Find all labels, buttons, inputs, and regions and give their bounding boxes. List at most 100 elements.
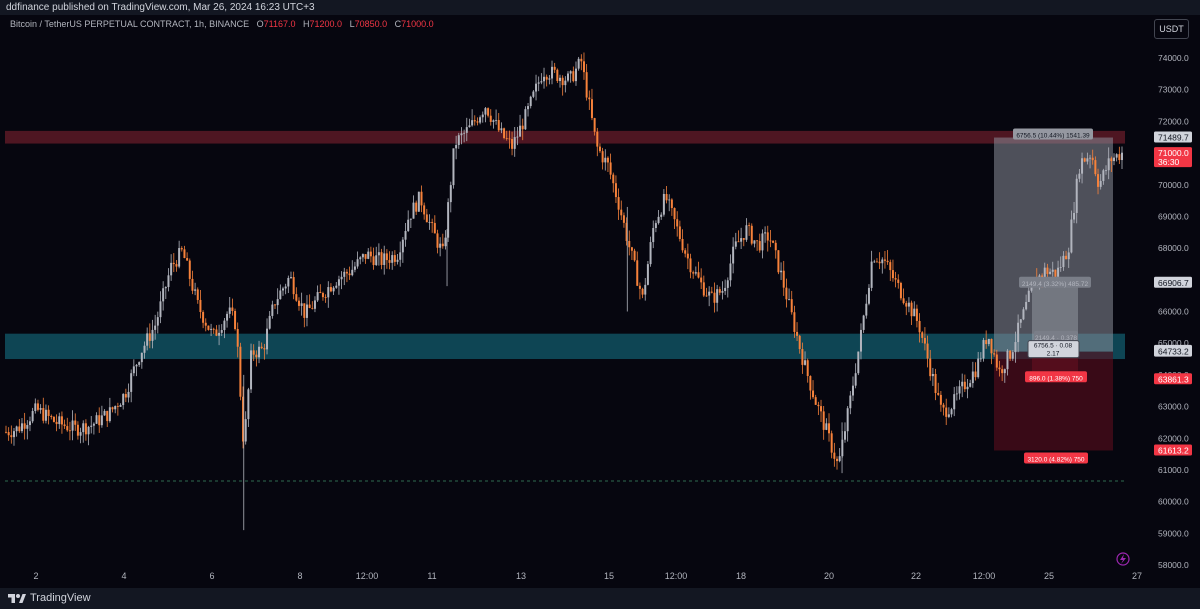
- candle-body: [492, 120, 495, 122]
- candle-body: [42, 408, 45, 421]
- candle-body: [292, 277, 295, 295]
- candle-body: [772, 240, 775, 243]
- candle-body: [1014, 342, 1017, 353]
- candle-body: [465, 127, 468, 133]
- candle-body: [974, 371, 977, 378]
- candle-body: [604, 157, 607, 163]
- candle-body: [601, 151, 604, 163]
- x-tick-label: 12:00: [973, 571, 996, 581]
- candle-body: [218, 332, 221, 336]
- y-tick-label: 58000.0: [1158, 560, 1189, 570]
- candle-body: [870, 261, 873, 288]
- candle-body: [111, 407, 114, 410]
- lightning-icon[interactable]: [1116, 552, 1130, 566]
- candle-body: [167, 275, 170, 288]
- candle-body: [135, 364, 138, 367]
- candle-body: [348, 273, 351, 276]
- candle-body: [1003, 369, 1006, 374]
- candle-body: [828, 423, 831, 434]
- candle-body: [63, 424, 66, 427]
- candle-body: [444, 237, 447, 247]
- price-tag-text: 61613.2: [1158, 446, 1189, 456]
- time-axis[interactable]: 2 4 6 8 12:00 11 13 15 12:00 18 20 22 12:00 25 27: [33, 571, 1142, 581]
- price-tag[interactable]: [1154, 444, 1192, 456]
- candle-body: [55, 421, 58, 425]
- candle-body: [1022, 309, 1025, 320]
- candle-body: [268, 315, 271, 329]
- candle-body: [5, 431, 7, 433]
- candle-body: [910, 302, 913, 317]
- candle-body: [638, 285, 641, 289]
- candle-body: [295, 294, 298, 301]
- candle-body: [1113, 157, 1116, 162]
- candle-body: [228, 307, 231, 314]
- candle-body: [449, 185, 452, 203]
- candle-body: [242, 396, 245, 442]
- candle-body: [220, 330, 223, 333]
- candle-body: [132, 366, 135, 374]
- currency-button[interactable]: USDT: [1154, 19, 1189, 39]
- symbol-name[interactable]: Bitcoin / TetherUS PERPETUAL CONTRACT, 1…: [10, 19, 250, 29]
- candle-body: [830, 433, 833, 453]
- price-axis[interactable]: 58000.0 59000.0 60000.0 61000.0 62000.0 63000…: [1154, 53, 1192, 570]
- candle-body: [814, 397, 817, 405]
- candle-body: [479, 117, 482, 123]
- candle-body: [186, 258, 189, 261]
- price-tag[interactable]: [1154, 373, 1192, 385]
- close-label: C: [394, 19, 402, 29]
- candle-body: [1046, 267, 1049, 274]
- candle-body: [300, 303, 303, 306]
- candle-body: [926, 343, 929, 359]
- candle-body: [1099, 180, 1102, 187]
- tradingview-brand[interactable]: TradingView: [30, 592, 91, 604]
- tradingview-logo-icon[interactable]: [8, 592, 26, 604]
- candle-body: [1121, 152, 1123, 161]
- candle-body: [561, 77, 564, 86]
- candle-body: [1089, 157, 1092, 159]
- candle-body: [359, 257, 362, 260]
- candle-body: [540, 81, 543, 83]
- candle-body: [883, 259, 886, 261]
- candle-body: [175, 264, 178, 267]
- candle-body: [484, 108, 487, 115]
- candle-body: [188, 260, 191, 279]
- candle-body: [564, 80, 567, 86]
- candle-body: [508, 138, 511, 140]
- candle-body: [740, 238, 743, 242]
- price-tag[interactable]: [1154, 276, 1192, 288]
- candle-body: [836, 458, 839, 462]
- candle-body: [907, 302, 910, 307]
- candle-body: [321, 293, 324, 298]
- candle-body: [702, 282, 705, 296]
- entry-box-line2: 2.17: [1047, 351, 1060, 358]
- candle-body: [178, 248, 181, 267]
- candle-body: [388, 260, 391, 263]
- candle-body: [939, 394, 942, 405]
- position-target-label: 6756.5 (10.44%) 1541.39: [1016, 133, 1090, 140]
- candle-body: [98, 415, 101, 426]
- candle-body: [159, 301, 162, 318]
- candle-body: [918, 320, 921, 333]
- candle-body: [732, 246, 735, 264]
- price-tag[interactable]: [1154, 345, 1192, 357]
- candle-body: [993, 353, 996, 355]
- y-tick-label: 66000.0: [1158, 307, 1189, 317]
- candle-body: [1062, 255, 1065, 268]
- price-tag-text: 63861.3: [1158, 374, 1189, 384]
- candle-body: [439, 243, 442, 248]
- candle-body: [516, 136, 519, 138]
- price-tag-text: 66906.7: [1158, 278, 1189, 288]
- candle-body: [689, 258, 692, 273]
- candle-body: [897, 279, 900, 283]
- symbol-legend[interactable]: Bitcoin / TetherUS PERPETUAL CONTRACT, 1…: [10, 19, 434, 29]
- price-tag[interactable]: [1154, 147, 1192, 168]
- x-tick-label: 27: [1132, 571, 1142, 581]
- candle-body: [383, 253, 386, 265]
- price-tag[interactable]: [1154, 131, 1192, 143]
- candle-body: [404, 230, 407, 240]
- candle-body: [1059, 267, 1062, 268]
- candle-body: [170, 262, 173, 276]
- candle-body: [652, 228, 655, 243]
- candle-body: [183, 249, 186, 259]
